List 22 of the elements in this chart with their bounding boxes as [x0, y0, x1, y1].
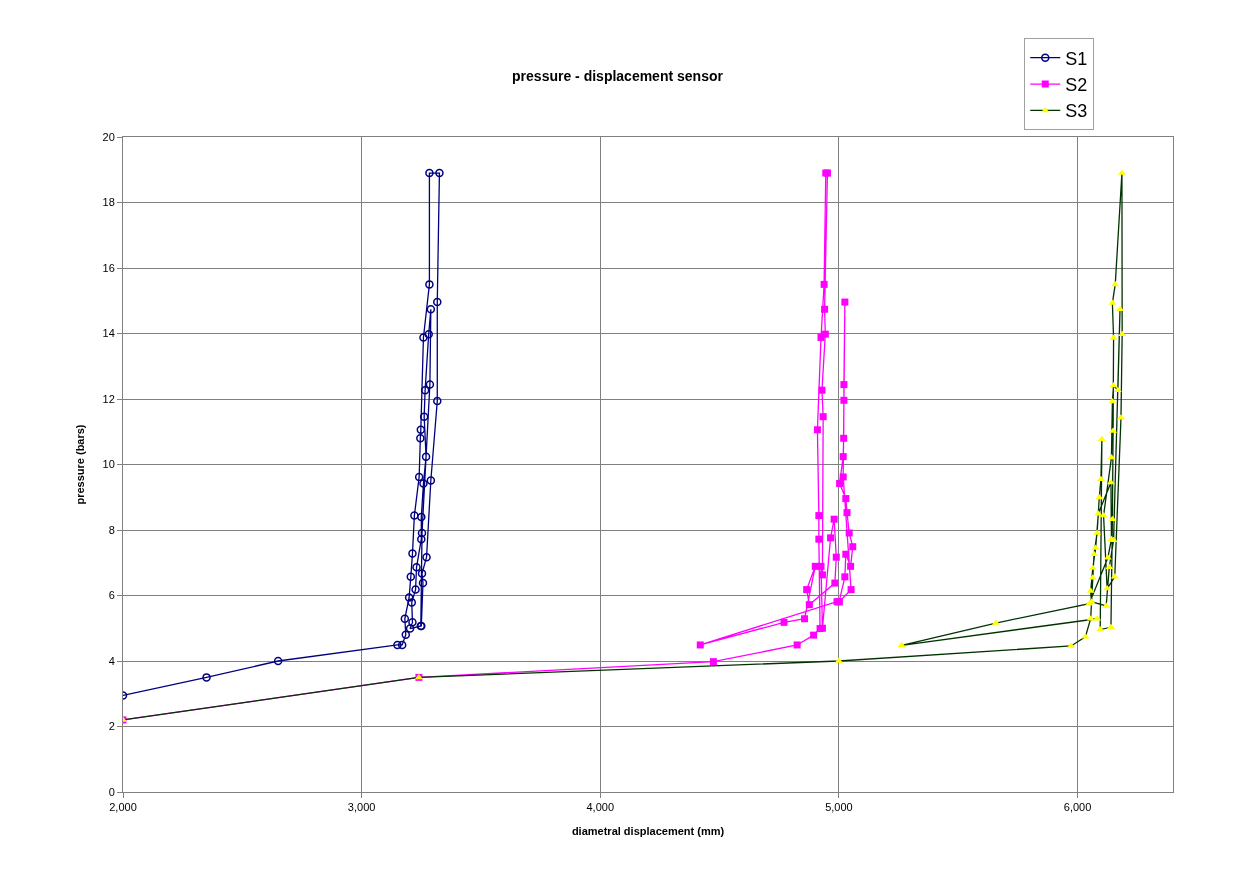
legend-label: S2 — [1065, 75, 1088, 96]
y-tick-label: 10 — [102, 458, 115, 471]
y-tick-label: 16 — [102, 261, 115, 274]
y-tick-label: 14 — [102, 327, 115, 340]
x-tick-label: 6,000 — [1063, 801, 1092, 814]
x-tick-label: 3,000 — [347, 801, 376, 814]
y-tick-label: 20 — [102, 130, 115, 143]
y-tick-label: 8 — [108, 523, 115, 536]
y-tick-label: 0 — [108, 785, 115, 798]
y-tick-label: 6 — [108, 589, 115, 602]
x-tick-label: 4,000 — [586, 801, 615, 814]
legend-label: S3 — [1065, 101, 1088, 122]
x-tick-label: 5,000 — [825, 801, 853, 814]
x-tick-label: 2,000 — [109, 801, 137, 814]
y-tick-label: 18 — [102, 196, 115, 209]
legend-label: S1 — [1065, 48, 1088, 69]
y-axis-title: pressure (bars) — [74, 424, 87, 505]
y-tick-label: 2 — [108, 720, 115, 733]
x-axis-title: diametral displacement (mm) — [571, 825, 725, 838]
y-tick-label: 4 — [108, 654, 115, 667]
y-tick-label: 12 — [102, 392, 115, 405]
chart-title: pressure - displacement sensor — [512, 67, 724, 84]
